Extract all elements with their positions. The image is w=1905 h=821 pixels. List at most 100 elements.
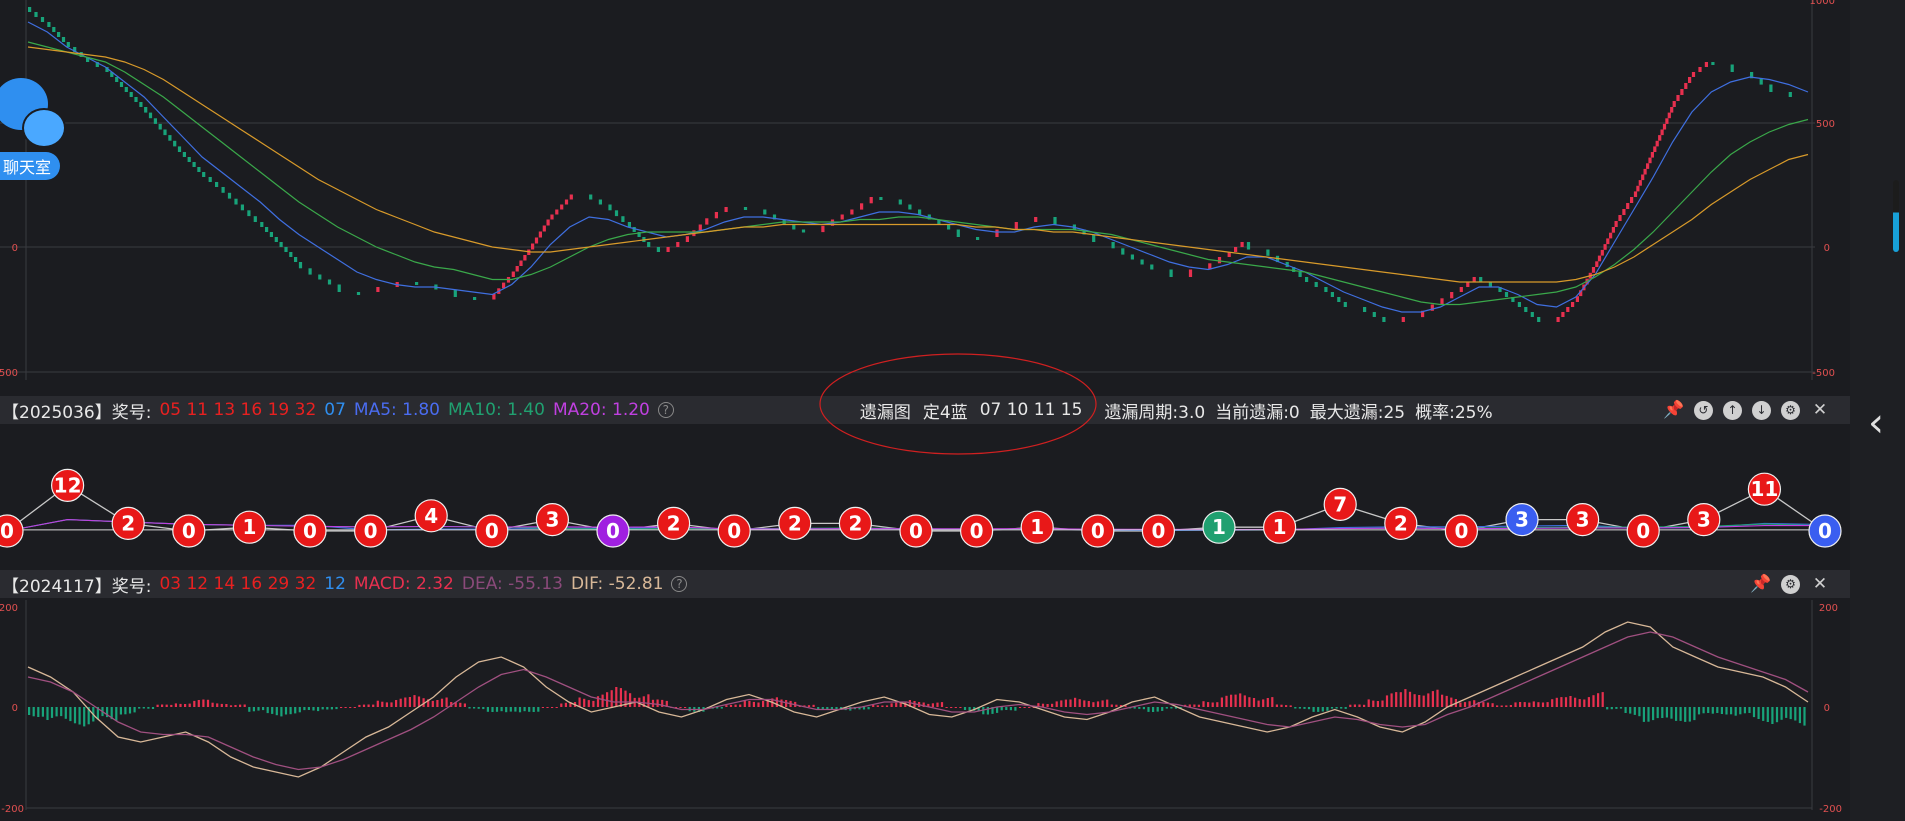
candle-down <box>1511 297 1515 302</box>
macd-bar-positive <box>587 700 590 707</box>
macd-bar-positive <box>174 703 177 707</box>
macd-bar-positive <box>1032 707 1035 708</box>
candle-up <box>1684 83 1688 89</box>
chevron-left-icon[interactable]: ‹ <box>1868 400 1884 446</box>
macd-bar-negative <box>1156 707 1159 712</box>
macd-bar-positive <box>1280 704 1283 707</box>
macd-bar-negative <box>151 707 155 709</box>
candle-down <box>1305 277 1309 282</box>
candle-up <box>560 204 564 210</box>
candle-down <box>105 67 109 72</box>
settings-icon[interactable]: ⚙ <box>1781 400 1800 420</box>
candle-down <box>253 216 257 222</box>
macd-bar-negative <box>271 707 274 714</box>
miss-point-label: 1 <box>1273 515 1287 539</box>
macd-bar-positive <box>665 700 668 707</box>
macd-bar-negative <box>69 707 72 722</box>
macd-bar-positive <box>1514 702 1517 707</box>
macd-bar-positive <box>445 697 448 707</box>
macd-bar-positive <box>1096 701 1100 707</box>
macd-bar-negative <box>477 707 480 709</box>
chat-room-widget[interactable]: 聊天室 <box>0 78 66 182</box>
candle-down <box>1130 254 1134 260</box>
candle-down <box>1363 307 1367 312</box>
macd-bar-negative <box>1670 707 1673 719</box>
macd-bar-positive <box>1207 702 1210 707</box>
candle-up <box>1459 287 1463 292</box>
miss-point <box>475 514 509 548</box>
help-icon-2[interactable]: ? <box>671 576 688 592</box>
miss-point-label: 2 <box>848 511 862 535</box>
macd-bar-positive <box>1230 694 1233 707</box>
macd-bar-negative <box>537 707 540 712</box>
macd-bar-negative <box>505 707 508 713</box>
candle-down <box>1330 292 1334 297</box>
scrollbar[interactable] <box>1893 180 1899 252</box>
macd-bar-negative <box>115 707 118 721</box>
mode-numbers: 07 10 11 15 <box>979 400 1083 420</box>
candle-down <box>168 135 172 141</box>
candle-up <box>1643 168 1647 175</box>
macd-bar-negative <box>867 707 870 710</box>
candle-up <box>1609 232 1613 239</box>
candle-down <box>134 97 138 102</box>
candle-down <box>1788 92 1792 97</box>
candle-up <box>1575 296 1579 302</box>
macd-bar-negative <box>275 707 278 716</box>
macd-bar-negative <box>133 707 136 713</box>
close-icon[interactable]: ✕ <box>1812 400 1828 420</box>
candle-up <box>534 237 539 244</box>
miss-point <box>1141 514 1176 548</box>
miss-point-label: 2 <box>121 511 135 535</box>
candle-up <box>1571 302 1575 307</box>
macd-bar-negative <box>821 707 824 710</box>
candle-down <box>1750 72 1754 79</box>
macd-tick-0-right: 0 <box>1824 703 1830 714</box>
candle-down <box>110 72 114 77</box>
miss-point-label: 0 <box>182 519 196 543</box>
miss-point-label: 0 <box>1636 519 1650 543</box>
macd-bar-negative <box>41 707 44 717</box>
macd-bar-negative <box>1725 707 1728 715</box>
y-tick-neg500: -500 <box>1812 368 1835 379</box>
chat-room-label[interactable]: 聊天室 <box>0 152 60 180</box>
macd-bar-positive <box>752 701 755 707</box>
macd-bar-negative <box>1803 707 1806 726</box>
macd-bar-positive <box>404 697 407 707</box>
macd-bar-negative <box>266 707 269 714</box>
candle-down <box>187 157 191 162</box>
probability: 概率:25% <box>1415 402 1493 423</box>
settings-icon-2[interactable]: ⚙ <box>1781 574 1800 594</box>
macd-bar-negative <box>1642 707 1645 722</box>
candle-down <box>1150 264 1154 270</box>
macd-bar-positive <box>358 704 361 707</box>
candle-down <box>1292 267 1296 272</box>
arrow-up-icon[interactable]: ↑ <box>1723 400 1742 420</box>
macd-chart: 200 0 -200 200 0 -200 <box>0 600 1842 815</box>
candle-up <box>1626 203 1630 209</box>
pin-icon[interactable]: 📌 <box>1663 400 1685 420</box>
close-icon-2[interactable]: ✕ <box>1812 574 1828 594</box>
pin-icon-2[interactable]: 📌 <box>1750 574 1772 594</box>
candle-up <box>1655 140 1659 147</box>
arrow-down-icon[interactable]: ↓ <box>1752 400 1771 420</box>
rotate-icon[interactable]: ↺ <box>1694 400 1713 420</box>
candle-down <box>976 237 980 240</box>
candle-down <box>274 237 278 242</box>
macd-bar-positive <box>1404 689 1407 707</box>
macd-bar-positive <box>1087 701 1090 707</box>
macd-bar-positive <box>1381 700 1384 707</box>
candle-down <box>298 262 303 269</box>
help-icon[interactable]: ? <box>657 402 674 418</box>
candle-up <box>1676 95 1680 101</box>
macd-bar-positive <box>229 705 233 707</box>
macd-bar-positive <box>679 707 682 708</box>
macd-bar-negative <box>963 707 967 710</box>
macd-bar-positive <box>211 702 214 707</box>
candle-up <box>1611 227 1615 233</box>
candle-down <box>139 102 143 107</box>
macd-bar-negative <box>248 707 251 712</box>
candle-up <box>523 255 527 261</box>
macd-bar-negative <box>509 707 512 712</box>
macd-bar-negative <box>1633 707 1636 715</box>
